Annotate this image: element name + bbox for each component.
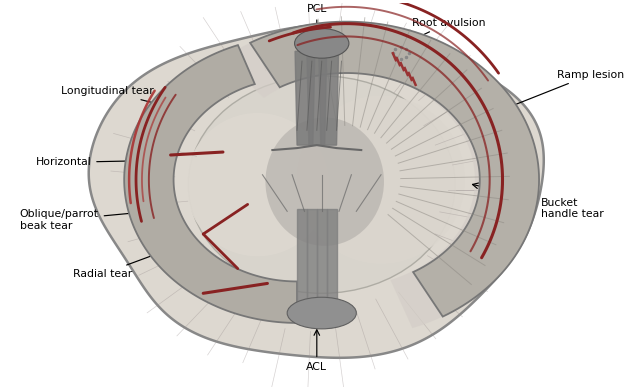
Polygon shape bbox=[124, 45, 297, 323]
Polygon shape bbox=[223, 22, 539, 328]
Ellipse shape bbox=[287, 297, 356, 329]
Text: Bucket
handle tear: Bucket handle tear bbox=[472, 183, 604, 219]
Polygon shape bbox=[297, 209, 307, 308]
Polygon shape bbox=[295, 51, 315, 145]
Text: ACL: ACL bbox=[307, 330, 327, 372]
Text: Ramp lesion: Ramp lesion bbox=[495, 70, 624, 113]
Text: Radial tear: Radial tear bbox=[74, 246, 177, 279]
Text: Longitudinal tear: Longitudinal tear bbox=[61, 86, 180, 111]
Ellipse shape bbox=[297, 96, 465, 264]
Polygon shape bbox=[307, 51, 326, 145]
Text: PCL: PCL bbox=[307, 4, 327, 39]
Polygon shape bbox=[319, 51, 339, 145]
Polygon shape bbox=[317, 209, 326, 308]
Polygon shape bbox=[250, 22, 539, 317]
Ellipse shape bbox=[294, 28, 349, 58]
Text: Horizontal: Horizontal bbox=[35, 157, 155, 167]
Polygon shape bbox=[326, 209, 337, 308]
Polygon shape bbox=[89, 25, 544, 358]
Ellipse shape bbox=[188, 76, 455, 293]
Text: Oblique/parrot
beak tear: Oblique/parrot beak tear bbox=[20, 209, 158, 231]
Ellipse shape bbox=[266, 117, 384, 246]
Text: Root avulsion: Root avulsion bbox=[365, 18, 485, 63]
Polygon shape bbox=[307, 209, 317, 308]
Ellipse shape bbox=[186, 113, 329, 256]
